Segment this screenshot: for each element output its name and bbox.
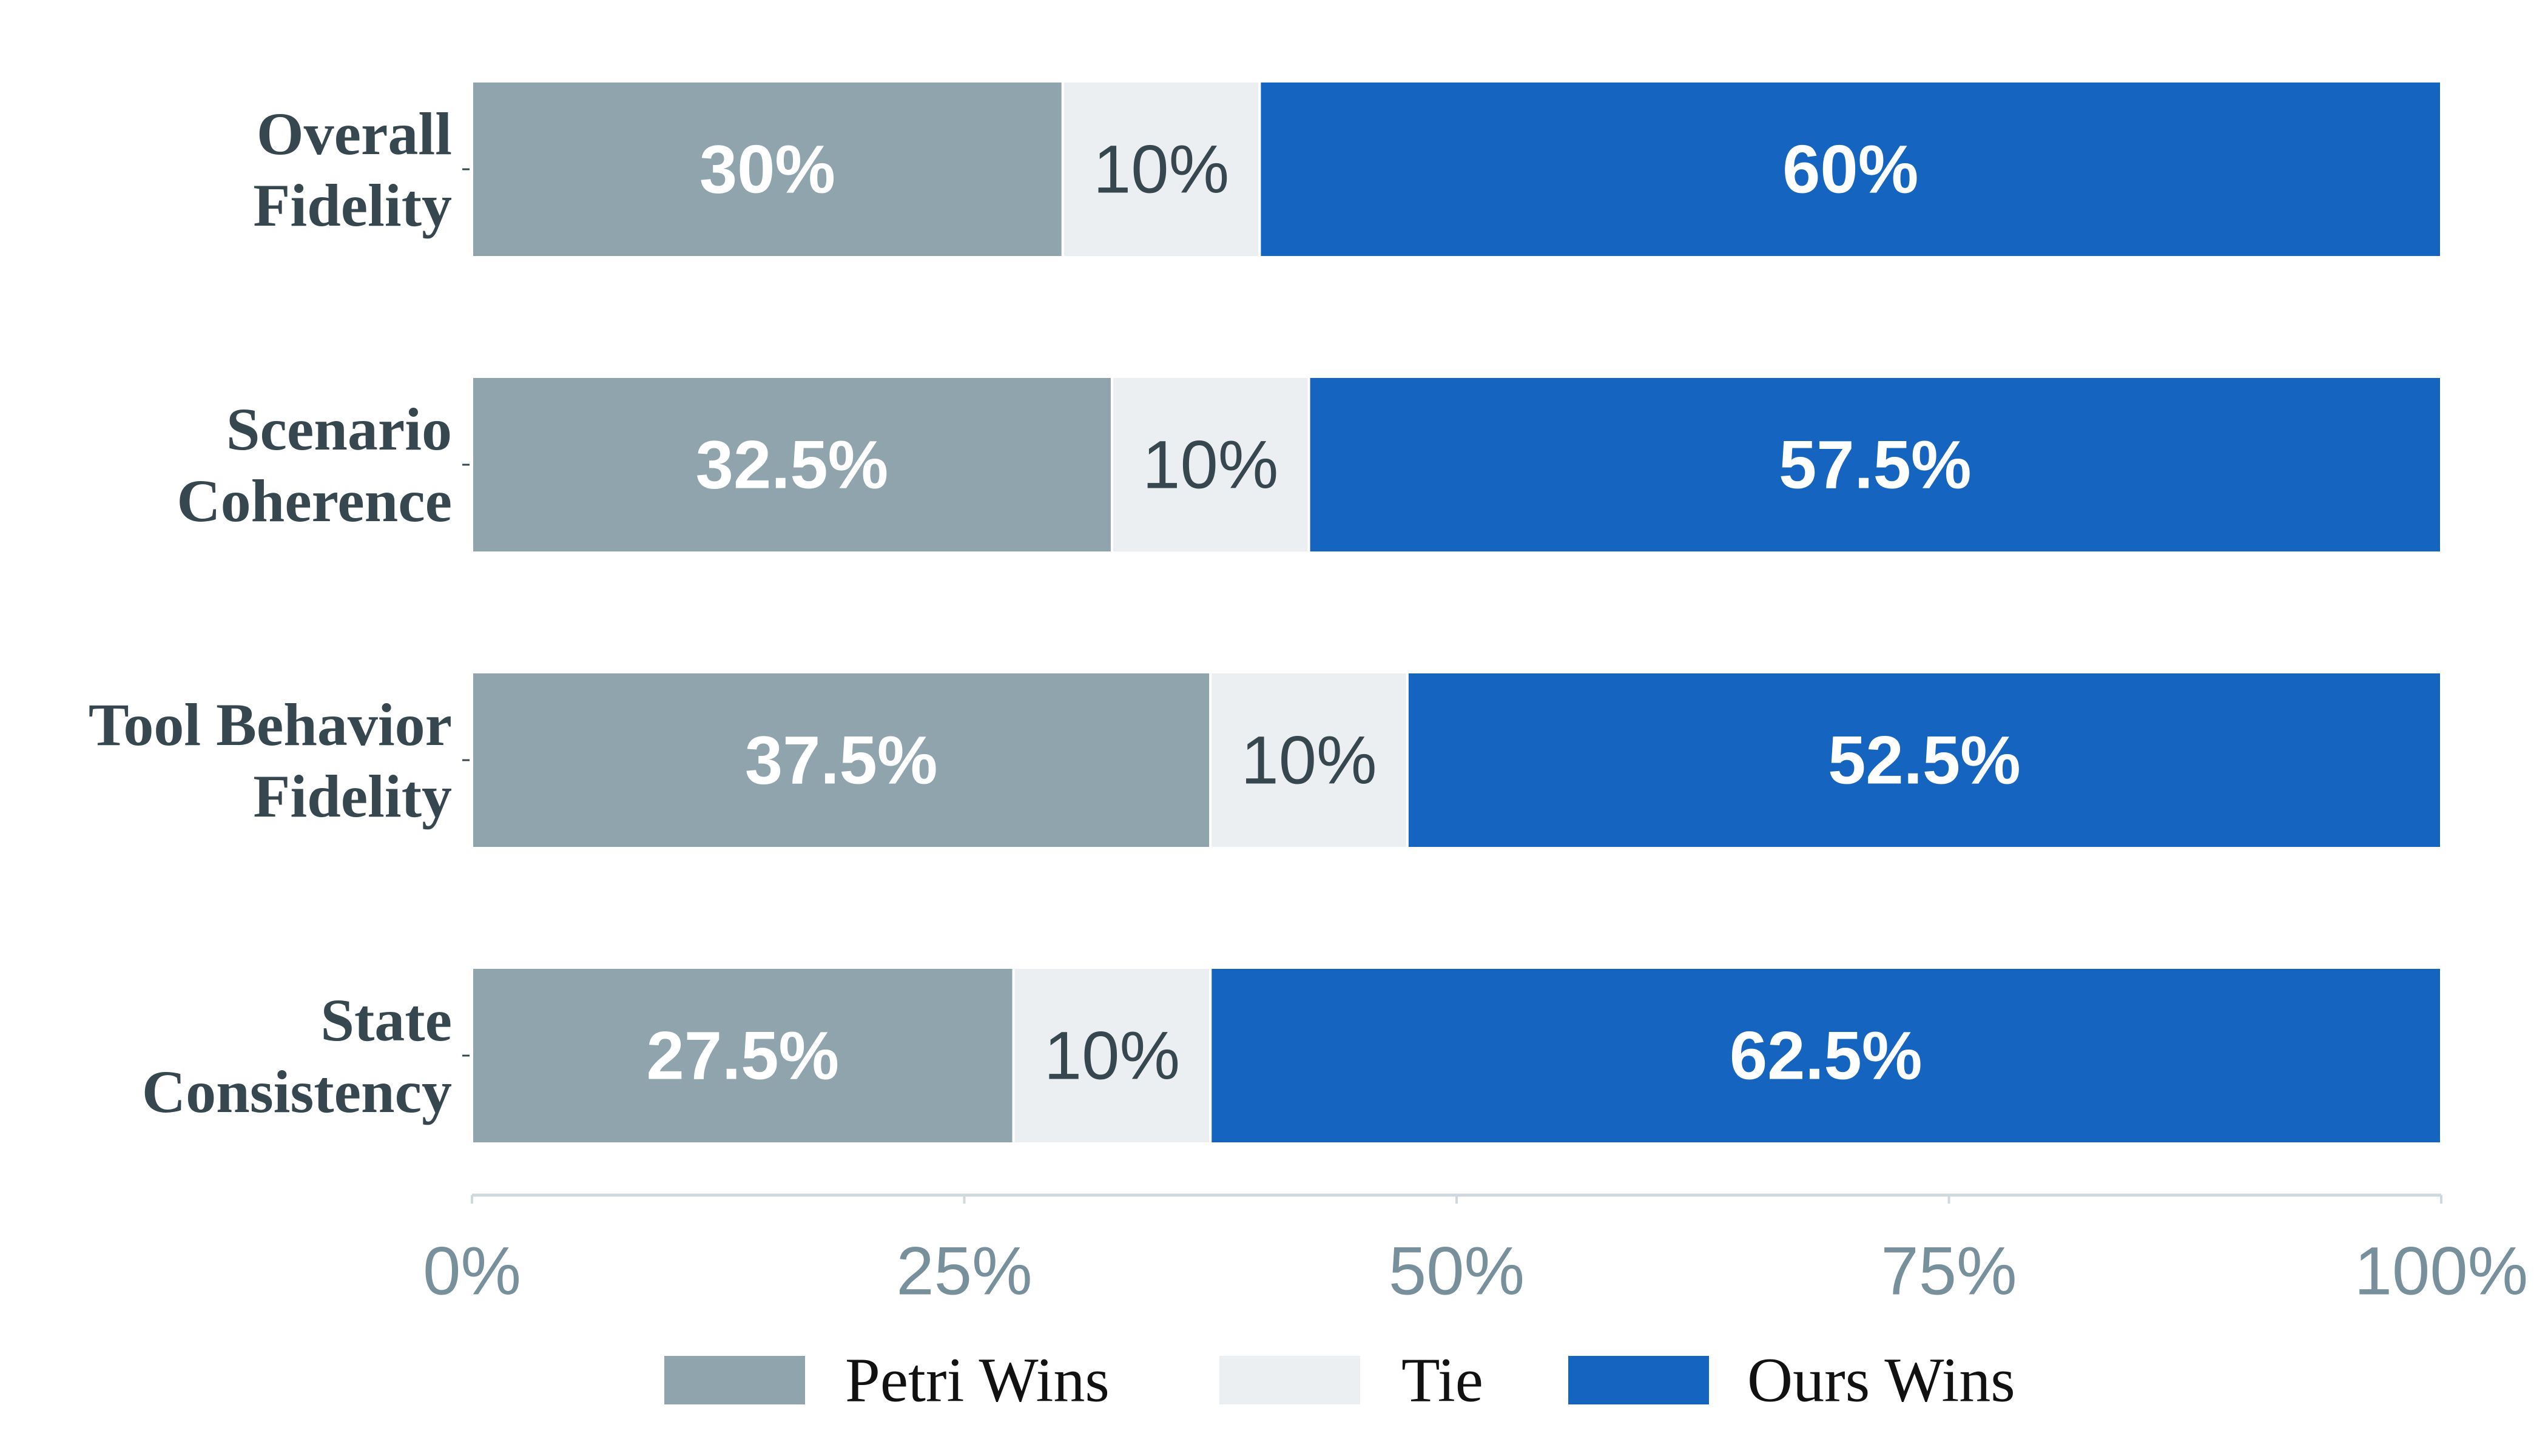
legend: Petri Wins Tie Ours Wins	[664, 1346, 2015, 1415]
category-label-line: Coherence	[177, 467, 452, 534]
category-label: Overall Fidelity	[253, 100, 452, 239]
legend-swatch-ours-wins	[1568, 1356, 1709, 1404]
category-label: State Consistency	[142, 986, 452, 1125]
bar-value-label: 60%	[1782, 132, 1918, 207]
bar-segment-petri-wins-0	[471, 80, 1064, 258]
bar-value-label: 57.5%	[1779, 427, 1972, 503]
category-label-line: Consistency	[142, 1058, 452, 1125]
x-tick-label: 0%	[423, 1233, 521, 1309]
bar-segment-ours-wins-1	[1307, 376, 2442, 554]
category-label-line: Scenario	[226, 396, 452, 463]
bar-value-label: 27.5%	[647, 1018, 840, 1094]
bar-segment-tie-0	[1061, 80, 1261, 258]
bar-segment-petri-wins-3	[471, 966, 1015, 1145]
x-axis: 0% 25% 50% 75% 100%	[423, 1193, 2528, 1309]
bar-segment-petri-wins-1	[471, 376, 1113, 554]
category-label: Tool Behavior Fidelity	[89, 691, 452, 830]
legend-label: Petri Wins	[845, 1346, 1110, 1415]
x-tick-label: 50%	[1389, 1233, 1525, 1309]
legend-swatch-petri-wins	[664, 1356, 805, 1404]
x-tick-label: 100%	[2354, 1233, 2528, 1309]
x-tick-label: 25%	[896, 1233, 1032, 1309]
bar-value-label: 10%	[1044, 1018, 1180, 1094]
bars-layer: 30% 10% 60% 32.5% 10% 57.5% 37.5% 10% 52.5% 27.5%…	[471, 80, 2443, 1145]
bar-segment-petri-wins-2	[471, 671, 1212, 849]
legend-swatch-tie	[1219, 1356, 1360, 1404]
bar-value-label: 52.5%	[1828, 723, 2021, 798]
x-tick-label: 75%	[1881, 1233, 2017, 1309]
bar-value-label: 32.5%	[696, 427, 889, 503]
legend-label: Ours Wins	[1747, 1346, 2015, 1415]
bar-value-label: 30%	[699, 132, 835, 207]
bar-value-label: 62.5%	[1730, 1018, 1923, 1094]
bar-segment-ours-wins-2	[1406, 671, 2443, 849]
bar-value-label: 10%	[1142, 427, 1278, 503]
bar-segment-tie-1	[1110, 376, 1310, 554]
category-label-line: Overall	[257, 100, 452, 167]
bar-segment-ours-wins-0	[1258, 80, 2442, 258]
bar-value-label: 10%	[1241, 723, 1377, 798]
bar-value-label: 10%	[1093, 132, 1229, 207]
bar-segment-ours-wins-3	[1209, 966, 2442, 1145]
legend-label: Tie	[1401, 1346, 1483, 1415]
category-label-line: Tool Behavior	[89, 691, 452, 758]
category-label-line: Fidelity	[253, 172, 452, 239]
category-label-line: State	[320, 986, 452, 1054]
category-label: Scenario Coherence	[177, 396, 452, 534]
bar-value-label: 37.5%	[745, 723, 938, 798]
bar-segment-tie-2	[1209, 671, 1409, 849]
category-label-line: Fidelity	[253, 763, 452, 830]
